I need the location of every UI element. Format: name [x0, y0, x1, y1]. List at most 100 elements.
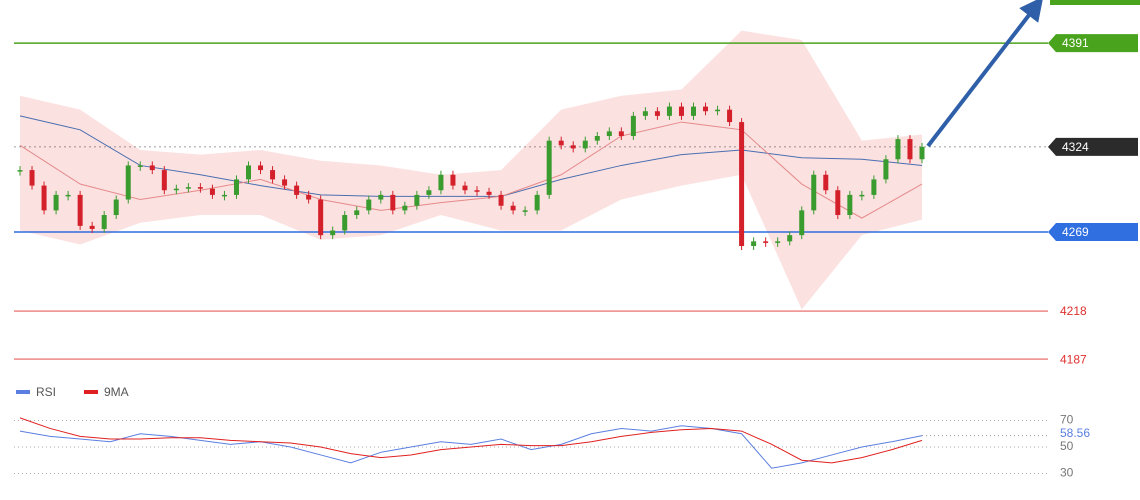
candle: [233, 179, 239, 195]
candle: [799, 210, 805, 236]
candle: [739, 122, 745, 247]
candle: [510, 205, 516, 211]
candle: [919, 146, 925, 160]
candle: [402, 205, 408, 211]
moving-average: [19, 115, 923, 197]
candle: [570, 145, 576, 149]
candle: [125, 165, 131, 200]
candle: [474, 190, 480, 192]
candle: [65, 194, 71, 197]
candle: [390, 194, 396, 211]
candle: [618, 131, 624, 137]
candle: [246, 165, 252, 180]
candle: [161, 170, 167, 191]
level-box: [1048, 223, 1138, 242]
candle: [113, 199, 119, 216]
rsi-line: [19, 417, 923, 464]
candle: [270, 170, 276, 180]
candle: [606, 131, 612, 137]
candle: [462, 185, 468, 191]
projection-arrow: [926, 0, 1044, 148]
legend-label: 9MA: [104, 385, 129, 399]
candle: [41, 185, 47, 211]
candle: [582, 140, 588, 149]
candle: [811, 174, 817, 211]
candle: [330, 230, 336, 236]
candle: [378, 194, 384, 200]
candle: [342, 215, 348, 231]
candle: [654, 111, 660, 116]
candle: [594, 136, 600, 141]
candle: [727, 109, 733, 123]
candle: [306, 194, 312, 200]
legend-label: RSI: [36, 385, 56, 399]
candle: [414, 194, 420, 206]
y-tick-label: 30: [1060, 466, 1074, 480]
candle: [77, 194, 83, 226]
target-box: [1050, 0, 1140, 5]
candle: [89, 225, 95, 229]
candle: [678, 106, 684, 116]
candle: [197, 187, 203, 189]
last-value-label: 58.56: [1060, 426, 1090, 440]
level-label: 4324: [1062, 140, 1089, 154]
bollinger-band: [20, 30, 922, 310]
candle: [486, 191, 492, 195]
candle: [871, 179, 877, 195]
candle: [17, 170, 23, 172]
candle: [498, 194, 504, 206]
candle: [895, 139, 901, 160]
level-label: 4218: [1060, 304, 1087, 318]
candle: [438, 174, 444, 191]
candle: [173, 188, 179, 191]
candle: [787, 235, 793, 242]
candle: [221, 194, 227, 197]
candle: [522, 210, 528, 212]
level-label: 4269: [1062, 225, 1089, 239]
candle: [775, 241, 781, 243]
price-panel: 4391 4324 4269 4218 4187: [14, 30, 1138, 366]
candle: [715, 109, 721, 112]
candle: [426, 190, 432, 195]
candle: [690, 106, 696, 116]
candle: [546, 140, 552, 195]
candle: [763, 241, 769, 243]
candle: [823, 174, 829, 191]
candle: [258, 165, 264, 171]
candle: [642, 111, 648, 116]
candle: [534, 194, 540, 211]
candle: [883, 159, 889, 180]
candle: [354, 210, 360, 216]
rsi-panel: 70 50 30 RSI 9MA 58.56: [14, 385, 1090, 480]
candle: [101, 215, 107, 229]
candle: [450, 174, 456, 186]
candle: [185, 187, 191, 189]
candle: [558, 140, 564, 146]
candle: [137, 165, 143, 167]
candle: [666, 106, 672, 116]
level-box: [1048, 34, 1138, 53]
candle: [149, 165, 155, 171]
candle: [630, 115, 636, 137]
legend-swatch: [16, 390, 30, 394]
candle: [209, 188, 215, 195]
candle: [751, 241, 757, 247]
y-tick-label: 70: [1060, 413, 1074, 427]
candle: [366, 199, 372, 211]
candle: [835, 190, 841, 216]
candle: [29, 170, 35, 186]
candle: [318, 199, 324, 236]
candle: [847, 194, 853, 216]
candle: [859, 194, 865, 197]
level-label: 4187: [1060, 352, 1087, 366]
level-box: [1048, 137, 1138, 156]
moving-average: [19, 121, 923, 219]
rsi-line: [19, 425, 923, 469]
level-label: 4391: [1062, 36, 1089, 50]
candle: [907, 139, 913, 160]
candle: [294, 185, 300, 195]
candle: [53, 194, 59, 211]
y-tick-label: 50: [1060, 439, 1074, 453]
candle: [703, 106, 709, 112]
